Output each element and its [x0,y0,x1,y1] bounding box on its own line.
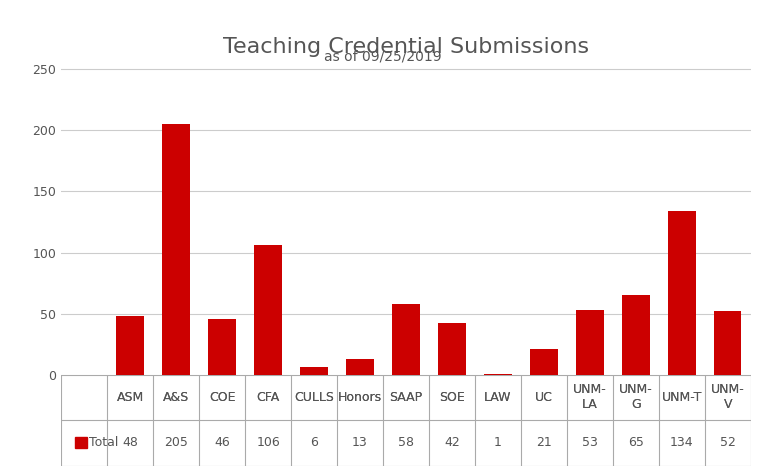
Bar [714,311,741,375]
Bar [75,437,87,448]
Text: CFA: CFA [257,391,280,404]
Bar [392,304,420,375]
Bar [438,323,466,375]
Text: COE: COE [209,391,235,404]
Text: COE: COE [209,391,235,404]
Text: CFA: CFA [257,391,280,404]
Text: A&S: A&S [163,391,189,404]
Text: 21: 21 [536,437,552,449]
Text: UNM-
V: UNM- V [711,383,745,411]
Text: SOE: SOE [439,391,465,404]
Text: ASM: ASM [116,391,144,404]
Text: 13: 13 [352,437,368,449]
Text: SAAP: SAAP [389,391,423,404]
Bar [576,310,604,375]
Text: UC: UC [535,391,553,404]
Bar [484,373,512,375]
Text: UNM-T: UNM-T [662,391,702,404]
Bar [622,295,650,375]
Bar [208,319,236,375]
Text: as of 09/25/2019: as of 09/25/2019 [324,50,442,64]
Text: LAW: LAW [484,391,512,404]
Text: 6: 6 [310,437,318,449]
Bar [346,359,374,375]
Bar [530,349,558,375]
Text: 42: 42 [444,437,460,449]
Text: 46: 46 [214,437,230,449]
Text: Honors: Honors [338,391,382,404]
Bar [116,316,144,375]
Text: 106: 106 [256,437,280,449]
Title: Teaching Credential Submissions: Teaching Credential Submissions [223,37,589,57]
Bar [162,124,190,375]
Text: UC: UC [535,391,553,404]
Text: UNM-
LA: UNM- LA [573,383,607,411]
Text: SAAP: SAAP [389,391,423,404]
Text: 134: 134 [670,437,693,449]
Text: UNM-
LA: UNM- LA [573,383,607,411]
Text: ASM: ASM [116,391,144,404]
Text: 48: 48 [123,437,138,449]
Text: UNM-
G: UNM- G [619,383,653,411]
Text: 58: 58 [398,437,414,449]
Text: 52: 52 [720,437,735,449]
Text: CULLS: CULLS [294,391,334,404]
Text: CULLS: CULLS [294,391,334,404]
Bar [668,211,696,375]
Text: 205: 205 [164,437,188,449]
Text: A&S: A&S [163,391,189,404]
Text: 1: 1 [494,437,502,449]
Text: 65: 65 [628,437,643,449]
Text: 53: 53 [582,437,597,449]
Text: Total: Total [89,437,118,449]
Bar [300,367,328,375]
Text: UNM-
V: UNM- V [711,383,745,411]
Text: UNM-T: UNM-T [662,391,702,404]
Bar [254,245,282,375]
Text: UNM-
G: UNM- G [619,383,653,411]
Text: LAW: LAW [484,391,512,404]
Text: Honors: Honors [338,391,382,404]
Text: SOE: SOE [439,391,465,404]
